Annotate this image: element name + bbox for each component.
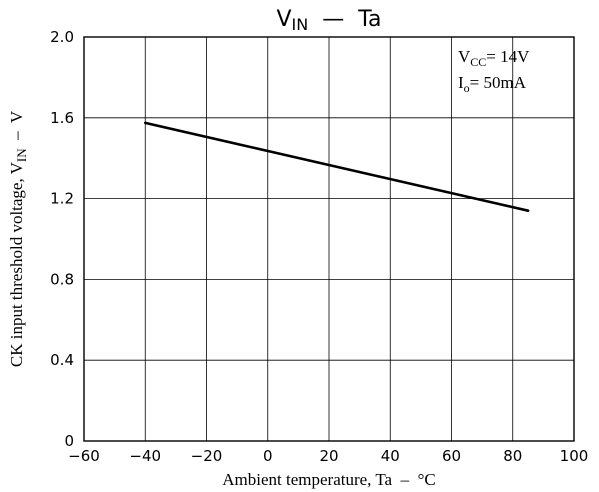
condition-vcc-main: V	[458, 47, 471, 66]
x-tick-label: 100	[560, 447, 589, 465]
y-tick-label: 2.0	[50, 28, 74, 46]
y-tick-label: 1.2	[50, 190, 74, 208]
condition-vcc-rest: = 14V	[486, 47, 530, 66]
chart-title-sub: IN	[292, 15, 309, 34]
x-tick-label: −60	[68, 447, 100, 465]
plot-frame	[83, 36, 575, 442]
condition-io-rest: = 50mA	[470, 73, 527, 92]
chart-title: VIN — Ta	[276, 7, 381, 34]
y-tick-label: 0.8	[50, 270, 74, 288]
chart-title-main: V	[276, 7, 291, 32]
series-line	[144, 121, 530, 212]
grid-lines	[83, 36, 575, 442]
y-axis-label: CK input threshold voltage, VIN – V	[7, 110, 29, 367]
y-tick-label: 0	[64, 432, 74, 450]
x-tick-label: −20	[191, 447, 223, 465]
y-axis-label-main: CK input threshold voltage, V	[7, 161, 26, 367]
x-tick-label: 0	[263, 447, 273, 465]
condition-io: Io= 50mA	[458, 73, 527, 95]
x-tick-label: 40	[381, 447, 400, 465]
condition-io-sub: o	[464, 81, 470, 95]
x-axis-label: Ambient temperature, Ta – °C	[222, 470, 436, 489]
condition-vcc: VCC= 14V	[458, 47, 530, 69]
x-tick-label: 80	[503, 447, 522, 465]
x-tick-label: 20	[319, 447, 338, 465]
chart-title-rest: Ta	[357, 7, 381, 32]
condition-vcc-sub: CC	[470, 55, 486, 69]
x-tick-label: 60	[442, 447, 461, 465]
y-tick-labels: 0 0.4 0.8 1.2 1.6 2.0	[50, 28, 74, 450]
condition-io-main: I	[458, 73, 464, 92]
series-layer	[144, 121, 530, 212]
x-tick-label: −40	[129, 447, 161, 465]
conditions-box: VCC= 14V Io= 50mA	[458, 47, 530, 95]
y-axis-label-sub: IN	[14, 148, 29, 162]
chart-title-sep: —	[322, 7, 344, 32]
y-tick-label: 1.6	[50, 109, 74, 127]
x-tick-labels: −60 −40 −20 0 20 40 60 80 100	[68, 447, 588, 465]
y-tick-label: 0.4	[50, 351, 74, 369]
y-axis-label-tail: – V	[7, 110, 26, 148]
